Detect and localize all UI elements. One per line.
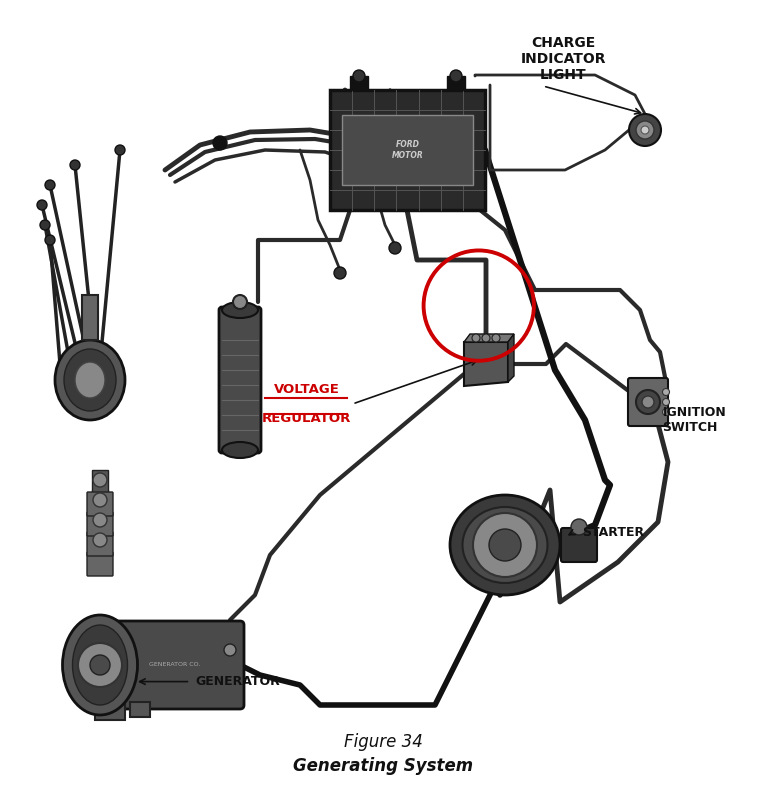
FancyBboxPatch shape [561,528,597,562]
Ellipse shape [222,302,258,318]
FancyBboxPatch shape [87,492,113,516]
Bar [447,76,465,90]
Bar [350,76,368,90]
Circle shape [450,70,462,82]
Circle shape [93,493,107,507]
Bar [82,295,98,340]
Ellipse shape [450,495,560,595]
Ellipse shape [75,362,105,398]
Circle shape [93,533,107,547]
Ellipse shape [73,625,127,705]
Text: REGULATOR: REGULATOR [262,412,351,425]
Circle shape [115,145,125,155]
Bar [130,702,150,717]
Circle shape [636,121,654,139]
Circle shape [641,126,649,134]
Bar [92,470,108,495]
Circle shape [233,295,247,309]
Circle shape [492,334,500,342]
Bar [330,90,485,210]
Circle shape [40,220,50,230]
Polygon shape [508,334,514,382]
FancyBboxPatch shape [628,378,668,426]
Circle shape [224,644,236,656]
Ellipse shape [64,349,116,411]
Circle shape [629,114,661,146]
Text: GENERATOR: GENERATOR [195,675,280,688]
Circle shape [37,200,47,210]
Bar [92,510,108,535]
Circle shape [663,398,669,406]
Bar [342,115,473,185]
Circle shape [70,160,80,170]
Circle shape [473,513,537,577]
Circle shape [90,655,110,675]
FancyBboxPatch shape [219,307,261,453]
Text: CHARGE
INDICATOR
LIGHT: CHARGE INDICATOR LIGHT [520,36,606,82]
FancyBboxPatch shape [87,512,113,536]
Circle shape [636,390,660,414]
Circle shape [93,513,107,527]
FancyBboxPatch shape [87,552,113,576]
Circle shape [472,334,480,342]
Circle shape [213,136,227,150]
Text: Figure 34: Figure 34 [344,733,422,750]
FancyBboxPatch shape [87,532,113,556]
Bar [92,530,108,555]
Text: IGNITION
SWITCH: IGNITION SWITCH [663,406,726,434]
Bar [95,702,125,720]
Bar [92,490,108,515]
Text: FORD
MOTOR: FORD MOTOR [391,140,424,160]
Polygon shape [464,342,508,386]
FancyBboxPatch shape [96,621,244,709]
Ellipse shape [63,615,138,715]
Circle shape [78,643,122,687]
Circle shape [389,242,401,254]
Circle shape [571,519,587,535]
Circle shape [489,529,521,561]
Circle shape [663,409,669,415]
Circle shape [353,70,365,82]
Polygon shape [464,334,514,342]
Text: VOLTAGE: VOLTAGE [273,383,339,396]
Text: Generating System: Generating System [293,757,473,774]
Ellipse shape [55,340,125,420]
Circle shape [93,473,107,487]
Circle shape [663,389,669,395]
Text: GENERATOR CO.: GENERATOR CO. [149,662,201,667]
Ellipse shape [463,507,548,583]
Circle shape [334,267,346,279]
Text: STARTER: STARTER [582,526,644,538]
Circle shape [482,334,490,342]
Circle shape [642,396,654,408]
Ellipse shape [222,442,258,458]
Circle shape [45,235,55,245]
Circle shape [45,180,55,190]
